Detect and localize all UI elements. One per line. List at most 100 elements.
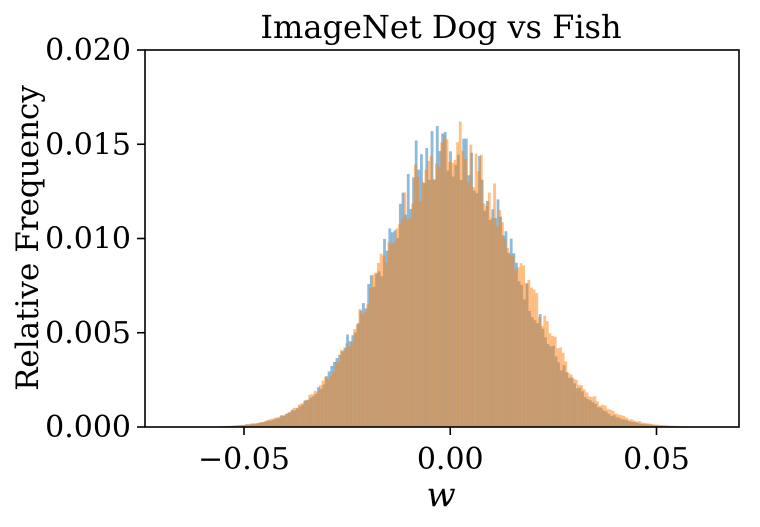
- histogram-bar: [237, 425, 240, 427]
- histogram-bar: [501, 222, 504, 427]
- histogram-bar: [297, 404, 301, 427]
- histogram-bar: [347, 346, 351, 427]
- histogram-bar: [664, 425, 668, 427]
- histogram-bar: [326, 379, 330, 427]
- histogram-bar: [316, 391, 320, 427]
- histogram-bar: [281, 415, 285, 427]
- histogram-bar: [588, 396, 591, 427]
- histogram-bar: [638, 421, 642, 427]
- histogram-bar: [395, 228, 399, 427]
- histogram-bar: [271, 418, 275, 427]
- histogram-bar: [340, 349, 343, 427]
- histogram-bar: [411, 203, 415, 427]
- histogram-bar: [355, 324, 359, 427]
- x-axis-title: w: [426, 475, 455, 515]
- histogram-bar: [556, 348, 560, 427]
- histogram-bar: [263, 421, 267, 427]
- histogram-bar: [466, 182, 470, 427]
- histogram-bar: [640, 422, 644, 427]
- histogram-bar: [258, 422, 261, 427]
- histogram-bar: [384, 262, 388, 427]
- histogram-bar: [627, 419, 631, 427]
- histogram-bar: [266, 420, 269, 427]
- histogram-bar: [590, 396, 594, 427]
- histogram-bar: [421, 182, 425, 427]
- histogram-bar: [651, 424, 655, 427]
- histogram-bar: [403, 192, 407, 427]
- histogram-bar: [482, 203, 486, 427]
- histogram-bar: [495, 226, 499, 427]
- histogram-bar: [538, 316, 541, 427]
- histogram-bar: [619, 415, 623, 427]
- histogram-bar: [392, 242, 396, 427]
- chart-title: ImageNet Dog vs Fish: [260, 8, 621, 46]
- histogram-bar: [300, 403, 304, 427]
- histogram-bar: [524, 283, 528, 427]
- histogram-bar: [324, 376, 327, 427]
- histogram-bar: [648, 423, 652, 427]
- histogram-bar: [516, 267, 520, 427]
- histogram-bar: [453, 159, 457, 427]
- histogram-bar: [479, 154, 483, 428]
- histogram-bar: [569, 374, 573, 427]
- histogram-bar: [250, 423, 254, 427]
- histogram-bar: [540, 325, 544, 427]
- histogram-bar: [303, 401, 306, 427]
- histogram-bar: [390, 244, 393, 427]
- histogram-bar: [276, 417, 280, 427]
- histogram-bar: [284, 414, 288, 427]
- histogram-bar: [350, 342, 354, 427]
- bars-layer: [215, 121, 689, 428]
- histogram-bar: [622, 415, 626, 427]
- histogram-bar: [429, 155, 433, 428]
- histogram-bar: [582, 389, 586, 427]
- histogram-bar: [310, 394, 314, 427]
- histogram-bar: [564, 361, 568, 427]
- histogram-bar: [369, 287, 372, 427]
- histogram-bar: [305, 399, 309, 427]
- x-tick-label: −0.05: [198, 442, 290, 477]
- histogram-bar: [345, 343, 349, 427]
- histogram-bar: [366, 304, 370, 427]
- histogram-bar: [514, 269, 518, 427]
- histogram-bar: [308, 394, 312, 427]
- histogram-bar: [260, 422, 264, 427]
- histogram-bar: [363, 312, 367, 427]
- y-tick-label: 0.005: [45, 316, 131, 351]
- histogram-bar: [416, 176, 420, 427]
- histogram-bar: [358, 309, 362, 427]
- histogram-bar: [662, 425, 665, 427]
- histogram-bar: [313, 390, 317, 427]
- histogram-bar: [614, 413, 618, 427]
- histogram-bar: [361, 314, 364, 427]
- histogram-bar: [329, 375, 333, 427]
- histogram-bar: [611, 410, 615, 427]
- histogram-bar: [292, 407, 296, 427]
- histogram-bar: [535, 293, 539, 427]
- histogram-bar: [342, 350, 346, 427]
- histogram-bar: [442, 135, 446, 427]
- histogram-bar: [321, 380, 325, 427]
- y-axis-title: Relative Frequency: [10, 85, 46, 391]
- histogram-bar: [445, 139, 449, 428]
- histogram-bar: [289, 411, 293, 427]
- histogram-bar: [247, 424, 251, 427]
- histogram-bar: [406, 219, 409, 427]
- histogram-bar: [617, 414, 621, 427]
- histogram-bar: [255, 423, 259, 427]
- histogram-bar: [379, 253, 383, 427]
- histogram-bar: [567, 372, 570, 427]
- histogram-bar: [382, 255, 386, 427]
- histogram-bar: [601, 404, 605, 427]
- histogram-bar: [337, 362, 341, 427]
- histogram-bar: [553, 336, 557, 427]
- histogram-bar: [596, 401, 599, 427]
- histogram-bar: [580, 385, 584, 427]
- histogram-bar: [561, 352, 565, 427]
- histogram-bar: [242, 424, 246, 427]
- histogram-bar: [371, 274, 375, 427]
- histogram-bar: [543, 315, 547, 427]
- histogram-bar: [503, 238, 507, 427]
- histogram-bar: [424, 169, 428, 427]
- histogram-bar: [508, 254, 512, 427]
